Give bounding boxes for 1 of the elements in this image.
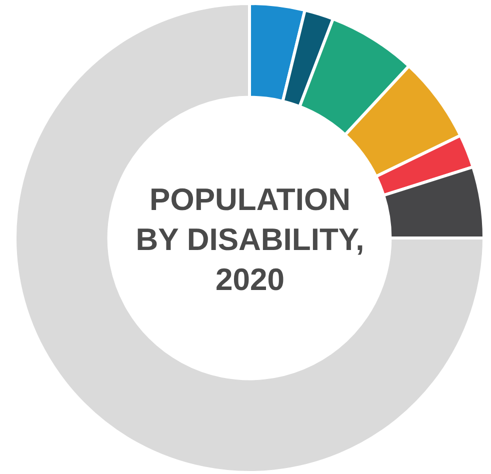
text: POPULATION BY DISABILITY, 2020: [134, 181, 366, 299]
